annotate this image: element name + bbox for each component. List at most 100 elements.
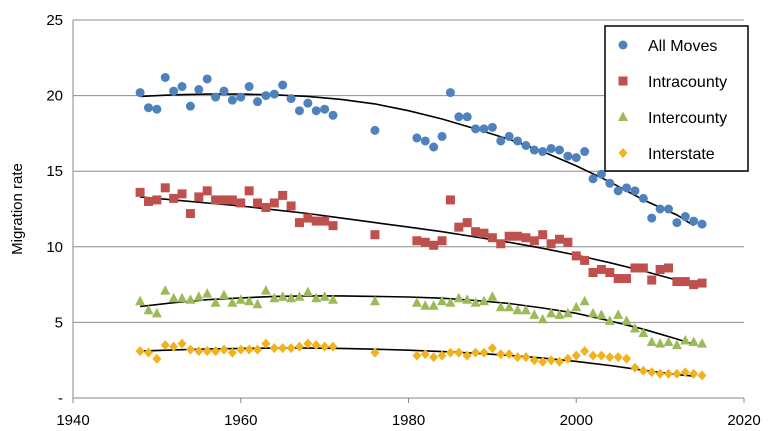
data-point-intercounty <box>177 292 188 303</box>
data-point-intercounty <box>629 322 640 333</box>
legend-marker-intercounty <box>618 111 628 121</box>
trendline-intercounty <box>140 295 694 346</box>
data-point-intracounty <box>655 264 665 274</box>
data-point-intracounty <box>253 198 263 208</box>
data-point-intercounty <box>202 288 213 298</box>
data-point-all-moves <box>370 125 380 135</box>
data-point-all-moves <box>462 112 472 122</box>
legend-label-all-moves: All Moves <box>648 38 717 55</box>
data-point-intracounty <box>689 280 699 290</box>
legend-entry-intercounty: Intercounty <box>618 110 727 127</box>
data-point-all-moves <box>596 169 606 179</box>
data-point-all-moves <box>429 142 439 152</box>
legend-label-intercounty: Intercounty <box>648 110 727 127</box>
data-point-interstate <box>521 352 531 363</box>
data-point-interstate <box>487 343 497 354</box>
data-point-all-moves <box>294 106 304 116</box>
data-point-intracounty <box>546 239 556 249</box>
data-point-all-moves <box>605 178 615 188</box>
data-point-all-moves <box>554 145 564 155</box>
data-point-intercounty <box>369 295 380 306</box>
data-point-interstate <box>546 355 556 366</box>
data-point-intracounty <box>177 189 187 199</box>
series-intracounty <box>135 183 707 290</box>
data-point-all-moves <box>647 213 657 223</box>
data-point-all-moves <box>320 104 330 114</box>
data-point-all-moves <box>571 153 581 163</box>
data-point-intracounty <box>320 216 330 226</box>
data-point-intracounty <box>529 236 539 246</box>
data-point-intracounty <box>471 227 481 237</box>
data-point-interstate <box>563 353 573 364</box>
data-point-intracounty <box>596 264 606 274</box>
data-point-intracounty <box>647 275 657 285</box>
data-point-intracounty <box>143 196 153 206</box>
data-point-intracounty <box>185 209 195 219</box>
data-point-all-moves <box>697 219 707 229</box>
data-point-intracounty <box>622 274 632 284</box>
data-point-intracounty <box>487 233 497 243</box>
data-point-all-moves <box>135 88 145 98</box>
data-point-all-moves <box>194 85 204 95</box>
data-point-all-moves <box>680 212 690 222</box>
data-point-intracounty <box>303 213 313 223</box>
data-point-all-moves <box>672 218 682 228</box>
data-point-interstate <box>311 340 321 351</box>
data-point-intracounty <box>554 234 564 244</box>
data-point-intracounty <box>194 192 204 202</box>
data-point-intercounty <box>227 297 238 307</box>
data-point-interstate <box>613 352 623 363</box>
data-point-intracounty <box>202 186 212 196</box>
data-point-intercounty <box>554 309 565 319</box>
data-point-intercounty <box>671 339 682 350</box>
data-point-intracounty <box>605 268 615 278</box>
data-point-intercounty <box>269 292 280 303</box>
data-point-intercounty <box>151 307 162 318</box>
data-point-all-moves <box>655 204 665 214</box>
data-point-intracounty <box>462 218 472 228</box>
data-point-interstate <box>571 350 581 361</box>
data-point-interstate <box>420 349 430 360</box>
x-tick-label: 2000 <box>560 412 593 429</box>
y-tick-label: 10 <box>46 239 63 256</box>
data-point-all-moves <box>303 98 313 108</box>
data-point-all-moves <box>630 186 640 196</box>
data-point-interstate <box>160 340 170 351</box>
data-point-intercounty <box>646 336 657 347</box>
data-point-intracounty <box>261 202 271 212</box>
y-tick-label: 15 <box>46 163 63 180</box>
legend: All Moves Intracounty Intercounty Interstat… <box>604 25 749 172</box>
data-point-intercounty <box>252 298 263 309</box>
data-point-interstate <box>622 353 632 364</box>
data-point-intercounty <box>428 300 439 310</box>
data-point-intracounty <box>328 221 338 231</box>
data-point-intracounty <box>479 228 489 238</box>
data-point-interstate <box>152 353 162 364</box>
data-point-intercounty <box>277 291 288 301</box>
data-point-all-moves <box>211 92 221 102</box>
series-interstate <box>135 338 707 381</box>
data-point-interstate <box>664 368 674 379</box>
data-point-intercounty <box>437 295 448 306</box>
data-point-all-moves <box>521 140 531 150</box>
data-point-intercounty <box>160 285 171 295</box>
data-point-interstate <box>471 347 481 358</box>
data-point-intracounty <box>152 195 162 205</box>
data-point-all-moves <box>185 101 195 111</box>
data-point-interstate <box>269 343 279 354</box>
series-intercounty <box>135 285 708 350</box>
data-point-all-moves <box>311 106 321 116</box>
data-point-interstate <box>294 341 304 352</box>
data-point-intercounty <box>260 285 271 295</box>
data-point-interstate <box>185 344 195 355</box>
data-point-intercounty <box>453 292 464 303</box>
data-point-intercounty <box>319 291 330 301</box>
data-point-all-moves <box>496 136 506 146</box>
data-point-all-moves <box>513 136 523 146</box>
data-point-intercounty <box>135 295 146 306</box>
y-tick-label: 25 <box>46 12 63 29</box>
data-point-intracounty <box>664 263 674 273</box>
data-point-all-moves <box>546 144 556 154</box>
data-point-interstate <box>554 356 564 367</box>
